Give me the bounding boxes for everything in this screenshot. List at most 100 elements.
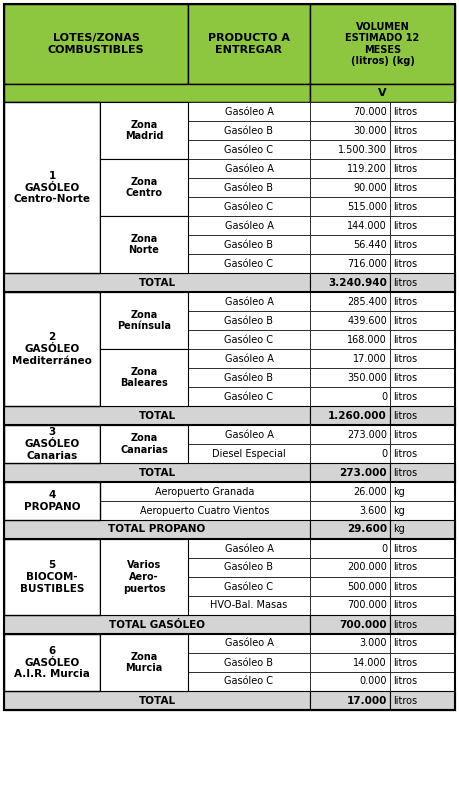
Bar [389,102,454,121]
Text: 17.000: 17.000 [353,354,386,363]
Bar [389,368,454,387]
Bar [188,216,309,235]
Text: 70.000: 70.000 [353,107,386,116]
Text: 200.000: 200.000 [347,562,386,573]
Text: Aeropuerto Cuatro Vientos: Aeropuerto Cuatro Vientos [140,506,269,515]
Text: litros: litros [392,183,416,193]
Text: 1.500.300: 1.500.300 [337,145,386,155]
Bar [188,178,309,197]
Text: V: V [377,88,386,98]
Text: litros: litros [392,201,416,211]
Bar [188,368,309,387]
Bar [389,520,454,539]
Text: Zona
Centro: Zona Centro [125,176,162,198]
Text: litros: litros [392,372,416,383]
Text: Gasóleo C: Gasóleo C [224,145,273,155]
Bar [309,558,389,577]
Bar [4,615,309,634]
Bar [309,387,389,406]
Bar [309,406,389,425]
Bar [389,634,454,653]
Text: 0: 0 [380,544,386,553]
Text: Gasóleo B: Gasóleo B [224,316,273,325]
Bar [309,178,389,197]
Text: 273.000: 273.000 [346,430,386,439]
Bar [389,311,454,330]
Bar [4,4,454,710]
Text: 90.000: 90.000 [353,183,386,193]
Bar [188,311,309,330]
Text: HVO-Bal. Masas: HVO-Bal. Masas [210,600,287,611]
Text: 1
GASÓLEO
Centro-Norte: 1 GASÓLEO Centro-Norte [13,171,90,204]
Text: Zona
Murcia: Zona Murcia [125,652,162,673]
Text: Gasóleo C: Gasóleo C [224,334,273,345]
Text: 700.000: 700.000 [347,600,386,611]
Text: litros: litros [392,676,416,687]
Text: litros: litros [392,544,416,553]
Bar [188,4,309,84]
Text: litros: litros [392,145,416,155]
Bar [309,672,389,691]
Bar [188,102,309,121]
Text: Varios
Aero-
puertos: Varios Aero- puertos [123,561,165,594]
Text: Gasóleo B: Gasóleo B [224,658,273,667]
Bar [188,330,309,349]
Text: litros: litros [392,638,416,649]
Bar [389,292,454,311]
Text: Gasóleo C: Gasóleo C [224,392,273,401]
Text: 3.600: 3.600 [359,506,386,515]
Text: 716.000: 716.000 [347,259,386,269]
Text: 3.240.940: 3.240.940 [327,277,386,287]
Bar [389,254,454,273]
Text: Gasóleo B: Gasóleo B [224,239,273,249]
Text: 0.000: 0.000 [359,676,386,687]
Bar [188,653,309,672]
Text: TOTAL: TOTAL [138,696,175,705]
Bar [389,615,454,634]
Text: litros: litros [392,316,416,325]
Text: TOTAL: TOTAL [138,277,175,287]
Text: litros: litros [392,334,416,345]
Text: Gasóleo B: Gasóleo B [224,372,273,383]
Text: Gasóleo A: Gasóleo A [224,163,273,173]
Text: 1.260.000: 1.260.000 [328,410,386,421]
Bar [309,197,389,216]
Bar [309,330,389,349]
Text: 500.000: 500.000 [347,582,386,591]
Text: litros: litros [392,297,416,307]
Text: Zona
Península: Zona Península [117,310,171,332]
Text: Diesel Especial: Diesel Especial [212,448,285,459]
Bar [309,140,389,159]
Bar [188,235,309,254]
Bar [4,539,100,615]
Text: 0: 0 [380,392,386,401]
Bar [4,520,309,539]
Bar [309,501,389,520]
Bar [188,539,309,558]
Text: litros: litros [392,107,416,116]
Bar [389,159,454,178]
Bar [188,577,309,596]
Bar [4,425,100,463]
Bar [389,672,454,691]
Bar [309,577,389,596]
Text: kg: kg [392,486,404,497]
Text: 30.000: 30.000 [353,125,386,135]
Bar [4,634,100,691]
Text: litros: litros [392,430,416,439]
Bar [4,4,188,84]
Bar [389,273,454,292]
Bar [389,349,454,368]
Bar [309,311,389,330]
Bar [389,121,454,140]
Bar [309,4,454,84]
Text: Gasóleo A: Gasóleo A [224,638,273,649]
Bar [309,235,389,254]
Bar [309,634,389,653]
Bar [389,406,454,425]
Bar [4,102,100,273]
Text: kg: kg [392,506,404,515]
Bar [309,539,389,558]
Text: kg: kg [392,524,404,535]
Bar [188,197,309,216]
